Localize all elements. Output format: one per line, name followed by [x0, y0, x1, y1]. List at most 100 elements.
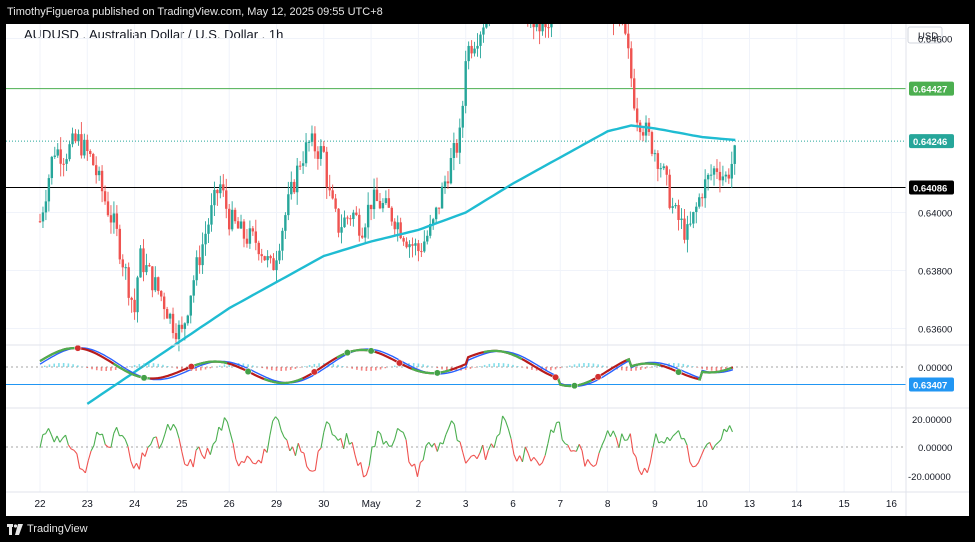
candle-body [109, 215, 113, 223]
time-axis: 22 23 24 25 26 29 30 May 2 3 6 7 8 9 10 13 14 15 16 [34, 499, 897, 510]
candle-body [298, 165, 302, 167]
candle-body [485, 16, 488, 28]
candle-body [254, 231, 258, 243]
candle-body [541, 23, 544, 32]
histogram-bar [105, 367, 108, 371]
histogram-bar [360, 367, 363, 371]
candle-body [698, 197, 701, 207]
osc2-segment [414, 463, 418, 477]
candle-body [142, 248, 145, 273]
histogram-bar [176, 367, 178, 369]
histogram-bar [332, 363, 335, 367]
tradingview-brand[interactable]: TradingView [7, 523, 88, 535]
osc2-segment [675, 430, 679, 434]
osc2-segment [451, 420, 455, 425]
osc2-segment [595, 452, 600, 465]
candle-body [233, 209, 237, 222]
currency-box[interactable] [907, 26, 943, 44]
candle-body [381, 203, 385, 209]
osc2-segment [45, 428, 49, 434]
candle-body [106, 201, 110, 216]
osc2-segment [121, 435, 126, 440]
osc2-segment [541, 455, 546, 463]
time-tick-label: 24 [129, 499, 141, 510]
candle-body [443, 181, 447, 187]
osc2-segment [397, 427, 401, 432]
candle-body [216, 189, 219, 194]
currency-label: USD [918, 31, 938, 42]
footer-bar: TradingView [0, 516, 975, 542]
osc2-segment [235, 458, 240, 467]
osc2-segment [67, 444, 72, 450]
osc2-segment [289, 446, 294, 452]
histogram-bar [422, 364, 424, 367]
osc2-segment [536, 460, 540, 466]
osc2-segment [431, 442, 435, 448]
histogram-bar [313, 363, 316, 367]
candle-body [417, 243, 420, 252]
histogram-bar [673, 363, 675, 367]
osc2-segment [593, 464, 597, 467]
histogram-bar [261, 367, 264, 369]
candle-body [307, 141, 311, 143]
osc2-segment [150, 437, 155, 445]
time-tick-label: 26 [224, 499, 236, 510]
candle-body [627, 33, 630, 49]
candle-body [656, 153, 660, 169]
moving-average-line [86, 124, 736, 405]
histogram-bar [441, 367, 443, 370]
candle-body [151, 266, 154, 291]
chart-svg[interactable]: AUDUSD . Australian Dollar / U.S. Dollar… [6, 0, 969, 516]
osc2-segment [116, 427, 120, 437]
osc2-segment [453, 424, 458, 441]
time-tick-label: 6 [510, 499, 516, 510]
histogram-bar [464, 367, 467, 370]
histogram-bar [469, 367, 472, 369]
candle-body [47, 178, 51, 202]
candle-body [352, 212, 355, 220]
histogram-bar [133, 365, 136, 367]
histogram-bar [62, 363, 65, 367]
osc2-segment [436, 442, 441, 452]
histogram-bar [654, 366, 656, 367]
osc2-segment [527, 452, 532, 462]
candle-body [420, 251, 423, 253]
price-tick-label: 0.63800 [918, 267, 952, 278]
histogram-bar [531, 367, 533, 370]
osc2-segment [416, 462, 421, 477]
osc2-segment [178, 438, 183, 453]
osc2-segment [90, 445, 95, 452]
osc2-segment [502, 415, 506, 421]
osc2-segment [124, 438, 129, 447]
osc2-segment [663, 436, 668, 444]
candle-body [228, 208, 231, 230]
osc2-segment [658, 440, 662, 444]
candle-body [304, 142, 308, 164]
candle-body [550, 17, 553, 28]
histogram-bar [53, 363, 55, 367]
histogram-bar [635, 367, 637, 371]
histogram-bar [162, 364, 164, 367]
osc2-segment [380, 433, 384, 445]
candle-body [538, 12, 541, 32]
osc2-segment [567, 444, 572, 452]
histogram-bar [242, 363, 245, 367]
osc2-segment [442, 434, 447, 445]
osc1-zero-label: 0.00000 [918, 363, 952, 374]
candle-body [724, 174, 728, 177]
osc2-segment [351, 442, 356, 456]
candle-body [94, 165, 98, 176]
osc2-segment [135, 463, 140, 470]
candle-body [434, 207, 438, 220]
osc2-segment [615, 437, 620, 449]
candle-body [387, 198, 391, 208]
candle-body [236, 221, 240, 229]
cross-dot [594, 373, 602, 381]
histogram-bar [124, 367, 126, 368]
osc2-segment [496, 433, 501, 437]
osc2-segment [649, 447, 654, 464]
osc2-segment [53, 435, 58, 443]
candle-body [361, 235, 364, 238]
time-tick-label: 23 [82, 499, 94, 510]
osc2-segment [328, 424, 333, 435]
